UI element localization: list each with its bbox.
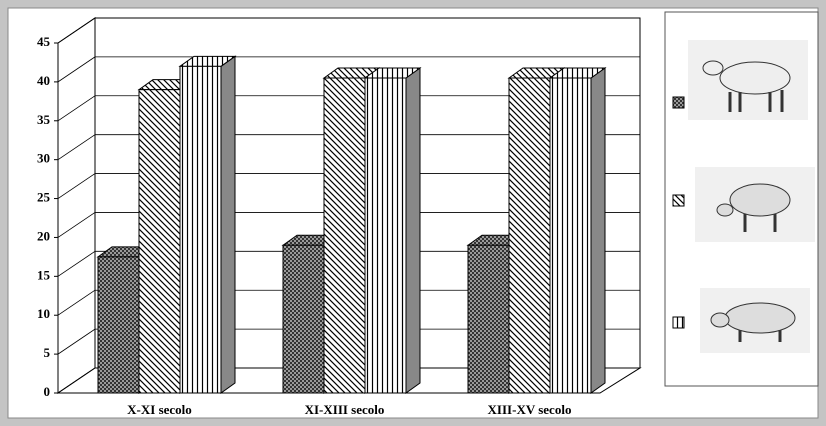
bar [138, 89, 181, 394]
y-tick-label: 20 [37, 228, 50, 243]
y-tick-label: 40 [37, 73, 50, 88]
grid-line [57, 56, 96, 83]
grid-line [57, 134, 96, 160]
y-tick-label: 10 [37, 306, 50, 321]
grid-line [57, 289, 96, 316]
bar [179, 65, 222, 394]
y-tick-label: 45 [37, 34, 51, 49]
grid-line [57, 17, 96, 44]
bar-side [220, 55, 236, 394]
grid-line [57, 367, 96, 394]
legend-swatch [672, 194, 685, 207]
y-tick-label: 35 [37, 112, 51, 127]
x-tick-label: X-XI secolo [127, 402, 192, 417]
grid-line [57, 251, 96, 277]
y-tick-label: 30 [37, 151, 50, 166]
y-tick-label: 0 [44, 384, 51, 399]
legend [664, 11, 819, 387]
bar [282, 244, 325, 394]
x-tick-label: XIII-XV secolo [488, 402, 572, 417]
sheep-icon [695, 167, 815, 242]
bar [549, 77, 592, 394]
legend-swatch [672, 96, 685, 109]
y-tick-label: 25 [37, 190, 51, 205]
bar-side [590, 67, 606, 394]
legend-swatch [672, 316, 685, 329]
grid-line [57, 328, 96, 355]
cow-icon [688, 40, 808, 120]
pig-icon [700, 288, 810, 353]
bar [364, 77, 407, 394]
grid-line [57, 212, 96, 238]
bar-side [405, 67, 421, 394]
bar [323, 77, 366, 394]
side-wall [57, 17, 96, 394]
x-tick-label: XI-XIII secolo [305, 402, 385, 417]
y-tick-label: 15 [37, 267, 51, 282]
bar [97, 256, 140, 394]
bar [467, 244, 510, 394]
bar [508, 77, 551, 394]
y-tick-label: 5 [44, 345, 51, 360]
grid-line [57, 95, 96, 122]
grid-line [57, 173, 96, 199]
